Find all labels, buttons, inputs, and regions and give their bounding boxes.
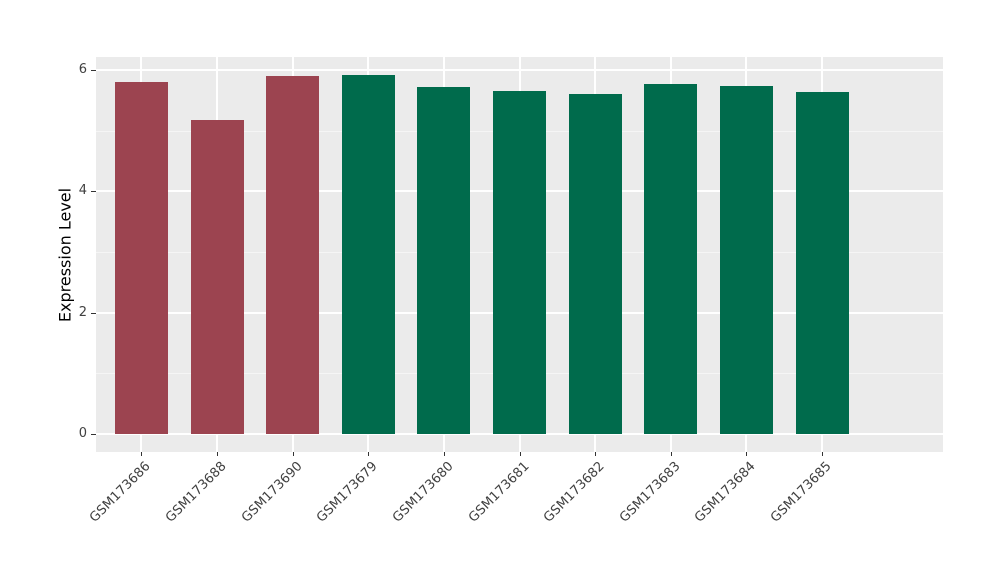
y-tick-label: 0 [78,426,87,441]
bar-GSM173690 [266,76,319,434]
bar-GSM173684 [720,86,773,434]
bar-GSM173682 [569,94,622,434]
bar-GSM173686 [115,82,168,434]
bar-GSM173685 [796,92,849,434]
bar-GSM173688 [191,120,244,434]
x-tick-mark [822,452,823,456]
x-tick-mark [293,452,294,456]
x-tick-mark [368,452,369,456]
bar-GSM173683 [644,84,697,434]
y-tick-label: 2 [78,305,87,320]
bar-GSM173680 [417,87,470,434]
y-tick-mark [91,434,96,435]
x-tick-mark [671,452,672,456]
y-tick-mark [91,70,96,71]
x-tick-mark [746,452,747,456]
bar-GSM173679 [342,75,395,434]
x-tick-mark [217,452,218,456]
bar-GSM173681 [493,91,546,434]
y-tick-mark [91,313,96,314]
y-tick-label: 6 [78,62,87,77]
y-tick-label: 4 [78,183,87,198]
plot-panel [96,57,943,452]
x-tick-mark [141,452,142,456]
y-tick-mark [91,191,96,192]
x-tick-mark [595,452,596,456]
x-tick-mark [520,452,521,456]
x-tick-mark [444,452,445,456]
y-axis-title: Expression Level [55,187,75,323]
